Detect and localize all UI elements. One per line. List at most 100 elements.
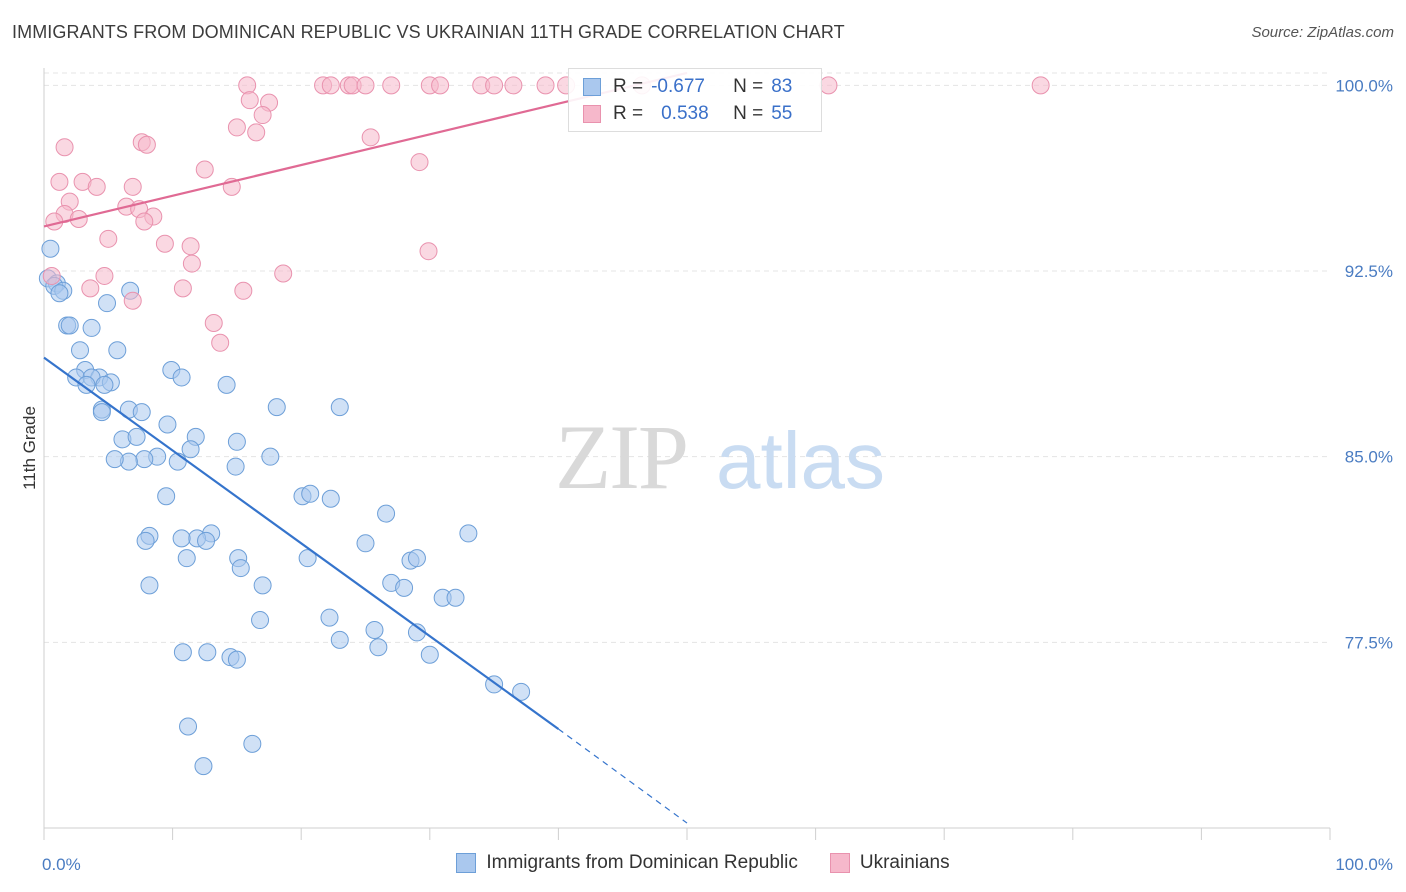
data-point-ukrainian [87,177,106,196]
data-point-ukrainian [253,106,272,125]
legend-n-value: 55 [771,103,793,124]
data-point-dominican [82,318,101,337]
data-point-dominican [198,643,217,662]
y-tick-label: 100.0% [1335,76,1393,95]
legend-r-value: -0.677 [651,76,705,97]
data-point-dominican [251,611,270,630]
data-point-dominican [298,549,317,568]
y-tick-label: 85.0% [1345,448,1393,467]
data-point-dominican [301,484,320,503]
legend-r-label: R = [613,76,644,97]
data-point-ukrainian [247,123,266,142]
legend-swatch-pink [583,105,601,123]
series-dominican-points [38,239,531,776]
data-point-ukrainian [361,128,380,147]
series-legend: Immigrants from Dominican Republic Ukrai… [0,852,1406,874]
data-point-dominican [377,504,396,523]
trendline-dominican-extension [558,728,688,824]
data-point-dominican [179,717,198,736]
data-point-ukrainian [431,76,450,95]
data-point-dominican [177,549,196,568]
data-point-ukrainian [204,313,223,332]
data-point-ukrainian [274,264,293,283]
data-point-dominican [95,375,114,394]
data-point-dominican [395,578,414,597]
legend-label-dominican: Immigrants from Dominican Republic [486,852,798,873]
data-point-dominican [330,630,349,649]
data-point-ukrainian [123,177,142,196]
chart-title: IMMIGRANTS FROM DOMINICAN REPUBLIC VS UK… [12,22,845,42]
data-point-dominican [261,447,280,466]
data-point-dominican [181,440,200,459]
watermark-zip: ZIP [555,406,687,508]
x-tick-label-end: 100.0% [1335,855,1393,874]
data-point-dominican [320,608,339,627]
data-point-ukrainian [135,212,154,231]
trendline-dominican [43,356,560,730]
data-point-dominican [135,450,154,469]
data-point-ukrainian [419,242,438,261]
y-axis-label: 11th Grade [20,406,39,490]
data-point-dominican [50,284,69,303]
data-point-ukrainian [42,266,61,285]
data-point-ukrainian [182,254,201,273]
data-point-dominican [369,638,388,657]
data-point-dominican [194,757,213,776]
data-point-dominican [226,457,245,476]
data-point-dominican [267,398,286,417]
data-point-dominican [330,398,349,417]
data-point-dominican [407,549,426,568]
data-point-ukrainian [321,76,340,95]
data-point-ukrainian [234,281,253,300]
data-point-dominican [172,368,191,387]
data-point-dominican [253,576,272,595]
legend-swatch-dominican [456,853,477,873]
data-point-ukrainian [536,76,555,95]
source-credit: Source: ZipAtlas.com [1251,24,1394,41]
legend-item-dominican[interactable]: Immigrants from Dominican Republic [456,852,798,874]
legend-row-ukrainian: R = 0.538 N = 55 [583,102,792,126]
data-point-dominican [227,432,246,451]
data-point-dominican [77,375,96,394]
legend-row-dominican: R = -0.677 N = 83 [583,75,792,99]
data-point-dominican [227,650,246,669]
data-point-dominican [197,531,216,550]
data-point-dominican [158,415,177,434]
data-point-dominican [108,341,127,360]
y-tick-label: 77.5% [1345,633,1393,652]
watermark-atlas: atlas [716,416,885,505]
data-point-ukrainian [227,118,246,137]
data-point-dominican [321,489,340,508]
data-point-ukrainian [173,279,192,298]
data-point-ukrainian [95,266,114,285]
data-point-dominican [512,682,531,701]
data-point-ukrainian [238,76,257,95]
x-tick-labels: 0.0% 100.0% [42,855,1393,874]
data-point-dominican [356,534,375,553]
data-point-dominican [71,341,90,360]
data-point-ukrainian [155,234,174,253]
legend-item-ukrainian[interactable]: Ukrainians [829,852,950,874]
data-point-dominican [140,576,159,595]
data-point-ukrainian [819,76,838,95]
data-point-dominican [127,427,146,446]
data-point-ukrainian [137,135,156,154]
data-point-dominican [157,487,176,506]
data-point-ukrainian [195,160,214,179]
series-ukrainian-points [42,76,1050,352]
data-point-dominican [98,294,117,313]
correlation-legend: R = -0.677 N = 83 R = 0.538 N = 55 [568,68,822,132]
data-point-dominican [173,643,192,662]
data-point-ukrainian [99,229,118,248]
data-point-dominican [132,403,151,422]
data-point-dominican [168,452,187,471]
legend-swatch-blue [583,78,601,96]
data-point-ukrainian [485,76,504,95]
data-point-dominican [217,375,236,394]
y-tick-label: 92.5% [1345,262,1393,281]
x-tick-label-start: 0.0% [42,855,81,874]
data-point-dominican [231,559,250,578]
data-point-ukrainian [1031,76,1050,95]
legend-swatch-ukrainian [829,853,850,873]
legend-n-label: N = [733,76,764,97]
